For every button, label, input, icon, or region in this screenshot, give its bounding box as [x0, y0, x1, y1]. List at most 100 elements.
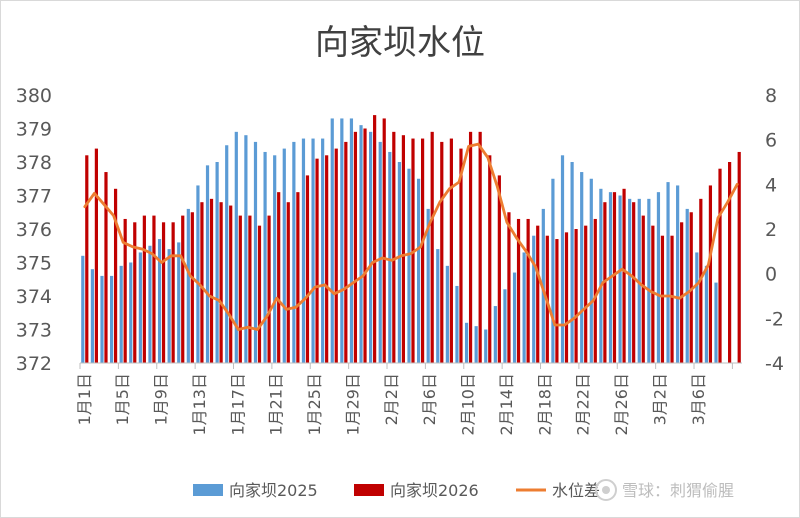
left-tick-label: 375 — [16, 253, 52, 275]
bar-2026 — [680, 222, 684, 363]
bar-2025 — [397, 162, 402, 363]
bar-2025 — [618, 195, 622, 363]
x-tick-label: 2月26日 — [612, 373, 631, 436]
bar-2026 — [382, 118, 386, 363]
bar-2025 — [416, 178, 421, 363]
left-tick-label: 376 — [16, 219, 52, 241]
bar-2026 — [248, 215, 252, 363]
bar-2025 — [714, 282, 718, 363]
bar-2025 — [330, 118, 334, 363]
bar-2026 — [392, 131, 396, 363]
bar-2025 — [157, 239, 162, 363]
bar-2026 — [267, 215, 271, 363]
bar-2026 — [315, 158, 319, 363]
bar-2025 — [656, 192, 661, 363]
bar-2025 — [196, 185, 200, 363]
bar-2026 — [593, 218, 597, 363]
left-tick-label: 374 — [16, 286, 52, 308]
line-diff — [83, 142, 739, 331]
bar-2026 — [536, 225, 540, 363]
bar-2025 — [119, 265, 123, 363]
bar-2025 — [474, 326, 478, 363]
bar-2026 — [660, 235, 665, 363]
bar-2025 — [292, 141, 296, 363]
bar-2025 — [666, 182, 670, 363]
x-tick-label: 1月25日 — [305, 373, 324, 436]
bar-2026 — [133, 222, 137, 363]
bar-2025 — [695, 252, 699, 363]
bar-series — [81, 115, 741, 364]
x-tick-label: 1月21日 — [267, 373, 286, 436]
bar-2026 — [670, 235, 674, 363]
bar-2025 — [138, 252, 142, 363]
line-series — [83, 142, 739, 331]
bar-2025 — [647, 198, 651, 363]
x-axis — [79, 362, 742, 369]
bar-2026 — [94, 148, 98, 363]
bar-2025 — [599, 188, 603, 363]
bar-2025 — [628, 198, 632, 363]
legend-label-2026: 向家坝2026 — [390, 481, 479, 500]
watermark-text: 雪球：刺猬偷腥 — [622, 481, 734, 500]
bar-2025 — [234, 131, 238, 363]
bar-2025 — [512, 272, 517, 363]
x-tick-label: 1月29日 — [343, 373, 362, 436]
bar-2025 — [676, 185, 680, 363]
x-tick-label: 2月10日 — [459, 373, 478, 436]
bar-2026 — [344, 141, 348, 363]
bar-2025 — [407, 168, 411, 363]
bar-2026 — [401, 135, 406, 363]
right-axis: -4 -2 0 2 4 6 8 — [765, 85, 784, 375]
bar-2026 — [526, 218, 530, 363]
bar-2026 — [632, 202, 636, 363]
bar-2025 — [311, 138, 315, 363]
bar-2026 — [468, 131, 473, 363]
bar-2025 — [225, 145, 229, 363]
bar-2025 — [167, 249, 171, 363]
bar-2026 — [689, 212, 693, 363]
bar-2026 — [612, 192, 617, 363]
legend-label-2025: 向家坝2025 — [229, 481, 318, 500]
bar-2025 — [244, 135, 248, 363]
bar-2026 — [516, 218, 521, 363]
right-tick-label: 2 — [765, 219, 777, 241]
bar-2025 — [464, 322, 469, 363]
left-axis: 372 373 374 375 376 377 378 379 380 — [16, 85, 52, 375]
bar-2026 — [286, 202, 290, 363]
bar-2025 — [273, 155, 277, 363]
bar-2025 — [532, 235, 536, 363]
watermark: 雪球：刺猬偷腥 — [595, 479, 734, 501]
right-tick-label: 0 — [765, 264, 777, 286]
left-tick-label: 378 — [16, 152, 52, 174]
bar-2026 — [420, 138, 425, 363]
x-tick-label: 2月18日 — [535, 373, 554, 436]
bar-2026 — [459, 148, 463, 363]
x-tick-label: 3月6日 — [689, 373, 708, 425]
right-tick-label: -4 — [765, 353, 784, 375]
right-tick-label: 8 — [765, 85, 777, 107]
bar-2025 — [637, 198, 641, 363]
bar-2025 — [109, 275, 114, 363]
x-tick-label: 3月2日 — [650, 373, 669, 425]
bar-2025 — [493, 306, 497, 363]
legend: 向家坝2025 向家坝2026 水位差 — [193, 481, 600, 500]
bar-2025 — [445, 265, 449, 363]
bar-2025 — [186, 208, 190, 363]
bar-2026 — [363, 128, 367, 363]
chart-title: 向家坝水位 — [315, 23, 485, 63]
bar-2026 — [353, 131, 358, 363]
bar-2025 — [704, 265, 709, 363]
legend-swatch-2026 — [354, 484, 384, 496]
bar-2026 — [181, 215, 185, 363]
bar-2026 — [123, 218, 127, 363]
left-tick-label: 380 — [16, 85, 52, 107]
bar-2025 — [321, 138, 325, 363]
bar-2025 — [282, 148, 286, 363]
bar-2025 — [484, 329, 488, 363]
bar-2025 — [129, 262, 133, 363]
bar-2026 — [257, 225, 262, 363]
bar-2026 — [708, 185, 713, 363]
legend-swatch-2025 — [193, 484, 223, 496]
x-tick-label: 2月2日 — [382, 373, 401, 425]
